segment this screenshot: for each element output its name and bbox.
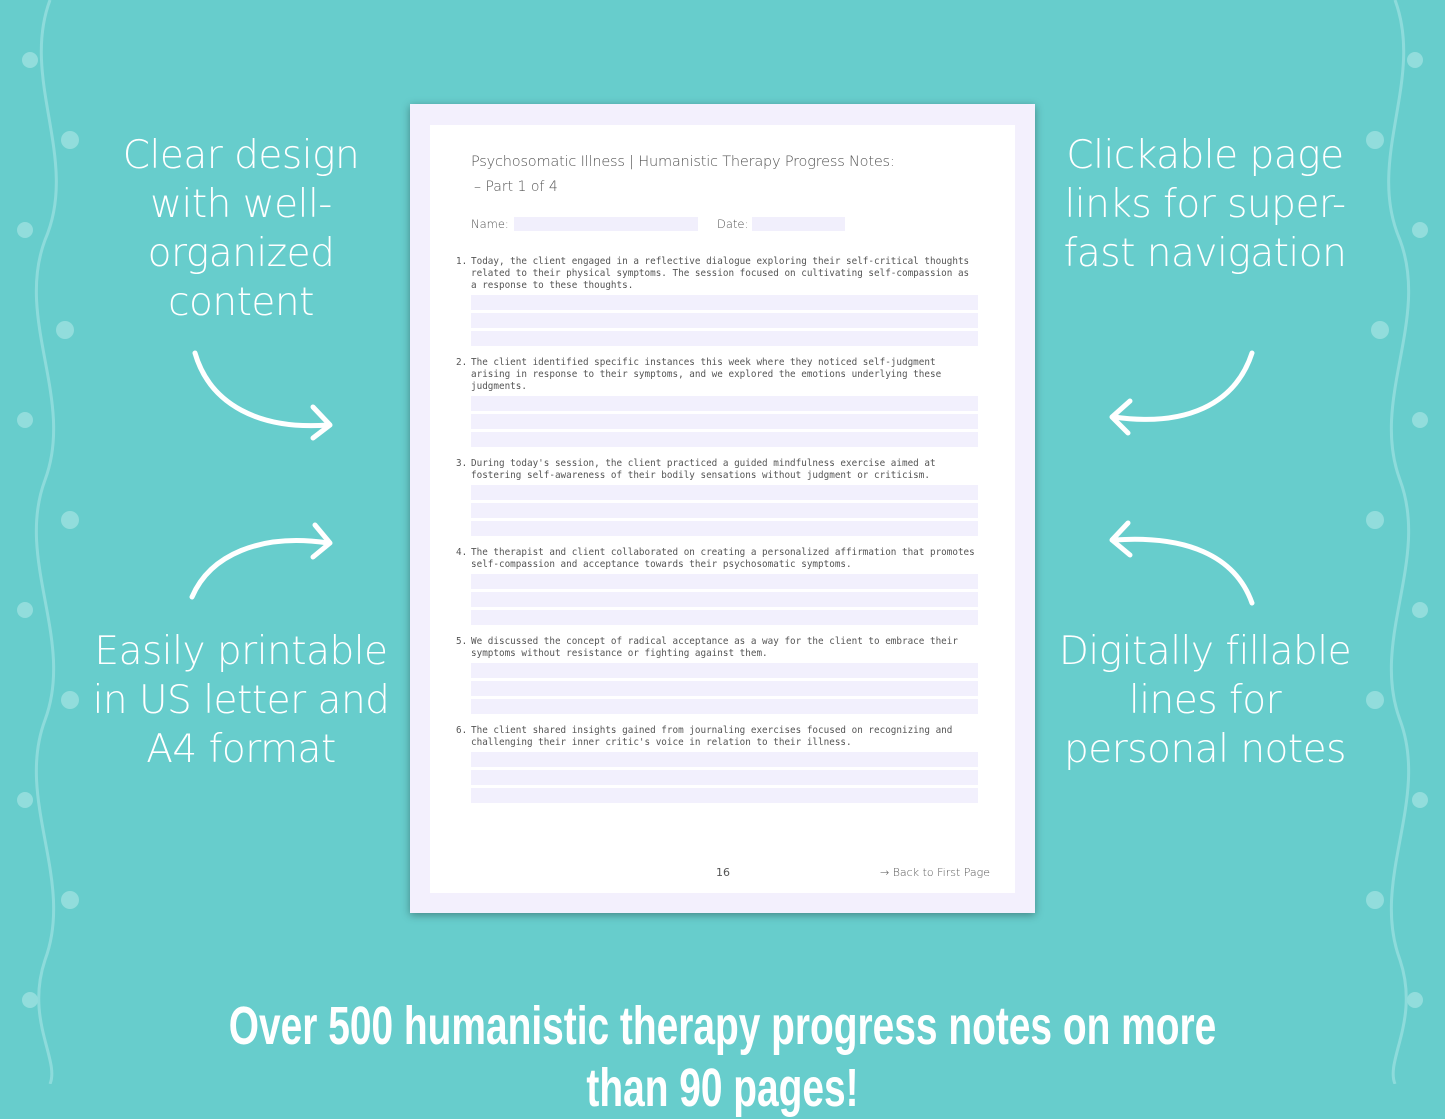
fillable-line[interactable] [471, 414, 978, 429]
fillable-line[interactable] [471, 663, 978, 678]
note-number: 2. [456, 357, 468, 368]
note-item: 6. The client shared insights gained from… [456, 725, 986, 803]
date-label: Date: [717, 217, 749, 231]
floral-vine-decoration [17, 0, 79, 1084]
page-number: 16 [716, 866, 730, 879]
fillable-line[interactable] [471, 752, 978, 767]
floral-vine-decoration [1366, 0, 1428, 1084]
document-page-preview: Psychosomatic Illness | Humanistic Thera… [410, 104, 1035, 913]
fillable-line[interactable] [471, 574, 978, 589]
fillable-line[interactable] [471, 788, 978, 803]
note-text: We discussed the concept of radical acce… [471, 636, 958, 659]
fillable-line[interactable] [471, 521, 978, 536]
fillable-line[interactable] [471, 770, 978, 785]
document-title: Psychosomatic Illness | Humanistic Thera… [471, 154, 895, 170]
fillable-line[interactable] [471, 503, 978, 518]
document-subtitle: – Part 1 of 4 [474, 179, 558, 195]
note-item: 2. The client identified specific instanc… [456, 357, 986, 447]
feature-clickable-links: Clickable page links for super-fast navi… [1063, 133, 1347, 276]
note-item: 1. Today, the client engaged in a reflect… [456, 256, 986, 346]
feature-printable: Easily printable in US letter and A4 for… [92, 629, 390, 772]
fillable-line[interactable] [471, 485, 978, 500]
note-text: The therapist and client collaborated on… [471, 547, 975, 570]
fillable-line[interactable] [471, 681, 978, 696]
arrow-left-down-icon [1109, 350, 1255, 436]
fillable-line[interactable] [471, 295, 978, 310]
date-field[interactable] [752, 217, 845, 231]
fillable-line[interactable] [471, 313, 978, 328]
note-item: 3. During today's session, the client pra… [456, 458, 986, 536]
document-content: Psychosomatic Illness | Humanistic Thera… [430, 125, 1015, 893]
promo-banner: Over 500 humanistic therapy progress not… [228, 996, 1217, 1118]
note-text: The client shared insights gained from j… [471, 725, 953, 748]
fillable-line[interactable] [471, 610, 978, 625]
note-item: 5. We discussed the concept of radical ac… [456, 636, 986, 714]
fillable-line[interactable] [471, 432, 978, 447]
back-to-first-page-link[interactable]: → Back to First Page [880, 866, 991, 879]
note-item: 4. The therapist and client collaborated … [456, 547, 986, 625]
note-number: 3. [456, 458, 468, 469]
arrow-right-up-icon [189, 522, 333, 600]
feature-clear-design: Clear design with well-organized content [122, 133, 360, 325]
arrow-right-down-icon [192, 350, 333, 441]
name-field[interactable] [514, 217, 698, 231]
fillable-line[interactable] [471, 331, 978, 346]
note-number: 1. [456, 256, 468, 267]
name-label: Name: [471, 217, 509, 231]
feature-fillable-lines: Digitally fillable lines for personal no… [1058, 629, 1352, 772]
fillable-line[interactable] [471, 699, 978, 714]
fillable-line[interactable] [471, 396, 978, 411]
note-number: 6. [456, 725, 468, 736]
note-number: 5. [456, 636, 468, 647]
note-number: 4. [456, 547, 468, 558]
arrow-left-up-icon [1109, 520, 1255, 606]
fillable-line[interactable] [471, 592, 978, 607]
note-text: Today, the client engaged in a reflectiv… [471, 256, 970, 291]
note-text: During today's session, the client pract… [471, 458, 936, 481]
note-text: The client identified specific instances… [471, 357, 942, 392]
